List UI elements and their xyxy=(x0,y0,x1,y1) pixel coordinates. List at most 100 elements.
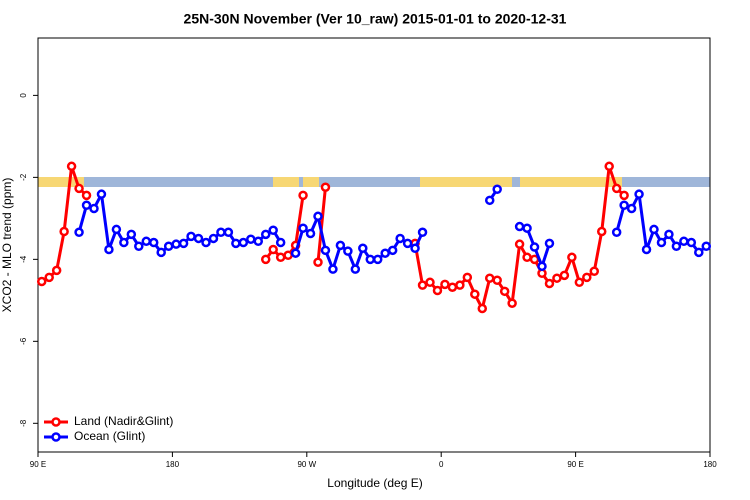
point xyxy=(589,266,600,276)
point xyxy=(544,278,555,289)
point xyxy=(134,241,144,251)
point xyxy=(328,264,338,274)
point xyxy=(126,229,137,240)
point xyxy=(246,234,256,245)
point xyxy=(156,247,166,258)
point xyxy=(604,161,614,172)
point xyxy=(492,275,502,286)
point xyxy=(619,200,629,210)
y-tick-label: -8 xyxy=(19,419,28,427)
point xyxy=(470,289,480,299)
point xyxy=(462,272,473,283)
legend-label: Land (Nadir&Glint) xyxy=(74,414,173,428)
chart-title: 25N-30N November (Ver 10_raw) 2015-01-01… xyxy=(184,11,567,27)
point xyxy=(171,239,181,249)
point xyxy=(679,236,689,247)
point xyxy=(335,240,346,251)
point xyxy=(567,252,577,263)
point xyxy=(313,257,323,267)
point xyxy=(81,190,92,201)
point xyxy=(201,237,211,248)
point xyxy=(656,237,667,248)
point xyxy=(96,189,107,199)
point xyxy=(402,238,413,249)
point xyxy=(455,280,465,290)
point xyxy=(81,200,92,210)
point xyxy=(387,245,398,256)
point xyxy=(275,252,286,263)
point xyxy=(499,286,510,297)
point xyxy=(283,250,293,260)
point xyxy=(649,224,659,235)
point xyxy=(320,182,331,192)
point xyxy=(447,282,458,292)
point xyxy=(44,272,54,283)
point xyxy=(686,237,697,248)
point xyxy=(74,183,84,194)
land-ocean-strip xyxy=(38,177,710,187)
point xyxy=(223,227,234,238)
y-tick-label: -4 xyxy=(19,255,28,263)
point xyxy=(395,233,405,244)
point xyxy=(492,184,502,195)
point xyxy=(268,244,278,255)
point xyxy=(193,233,204,244)
point xyxy=(484,273,495,283)
y-tick-label: -6 xyxy=(19,337,28,345)
y-tick-label: -2 xyxy=(19,173,28,181)
point xyxy=(380,248,390,258)
point xyxy=(641,244,652,255)
point xyxy=(664,229,674,240)
point xyxy=(611,227,622,238)
point xyxy=(89,203,99,214)
y-tick-label: 0 xyxy=(19,93,28,98)
point xyxy=(425,277,435,288)
point xyxy=(313,211,323,222)
point xyxy=(410,243,420,254)
point xyxy=(514,239,525,249)
point xyxy=(365,254,376,265)
point xyxy=(671,241,682,251)
x-tick-label: 180 xyxy=(703,460,717,469)
point xyxy=(432,285,443,296)
point xyxy=(253,236,264,247)
point xyxy=(305,228,316,239)
point xyxy=(559,270,570,281)
point xyxy=(582,272,592,283)
point xyxy=(552,273,562,283)
point xyxy=(298,223,308,233)
x-tick-label: 90 W xyxy=(297,460,316,469)
point xyxy=(417,280,428,290)
point xyxy=(619,190,629,201)
point xyxy=(275,237,286,248)
legend-label: Ocean (Glint) xyxy=(74,429,145,443)
point xyxy=(596,226,607,237)
point xyxy=(163,241,174,251)
point xyxy=(141,236,152,247)
point xyxy=(440,279,450,290)
point xyxy=(148,237,159,248)
x-tick-label: 90 E xyxy=(30,460,46,469)
point xyxy=(522,223,532,233)
point xyxy=(186,231,196,242)
point xyxy=(260,254,271,265)
point xyxy=(111,224,122,235)
point xyxy=(178,238,189,249)
point xyxy=(477,303,488,314)
y-axis-label: XCO2 - MLO trend (ppm) xyxy=(0,178,14,313)
point xyxy=(626,203,637,214)
point xyxy=(59,226,69,237)
point xyxy=(358,243,368,254)
point xyxy=(544,238,555,249)
point xyxy=(268,225,278,235)
point xyxy=(231,238,241,249)
point xyxy=(260,229,271,240)
point xyxy=(529,242,540,252)
point xyxy=(216,227,226,238)
point xyxy=(343,246,353,256)
point xyxy=(350,264,361,274)
x-tick-label: 90 E xyxy=(567,460,583,469)
legend-marker xyxy=(51,432,61,442)
point xyxy=(36,276,47,287)
point xyxy=(522,252,532,263)
